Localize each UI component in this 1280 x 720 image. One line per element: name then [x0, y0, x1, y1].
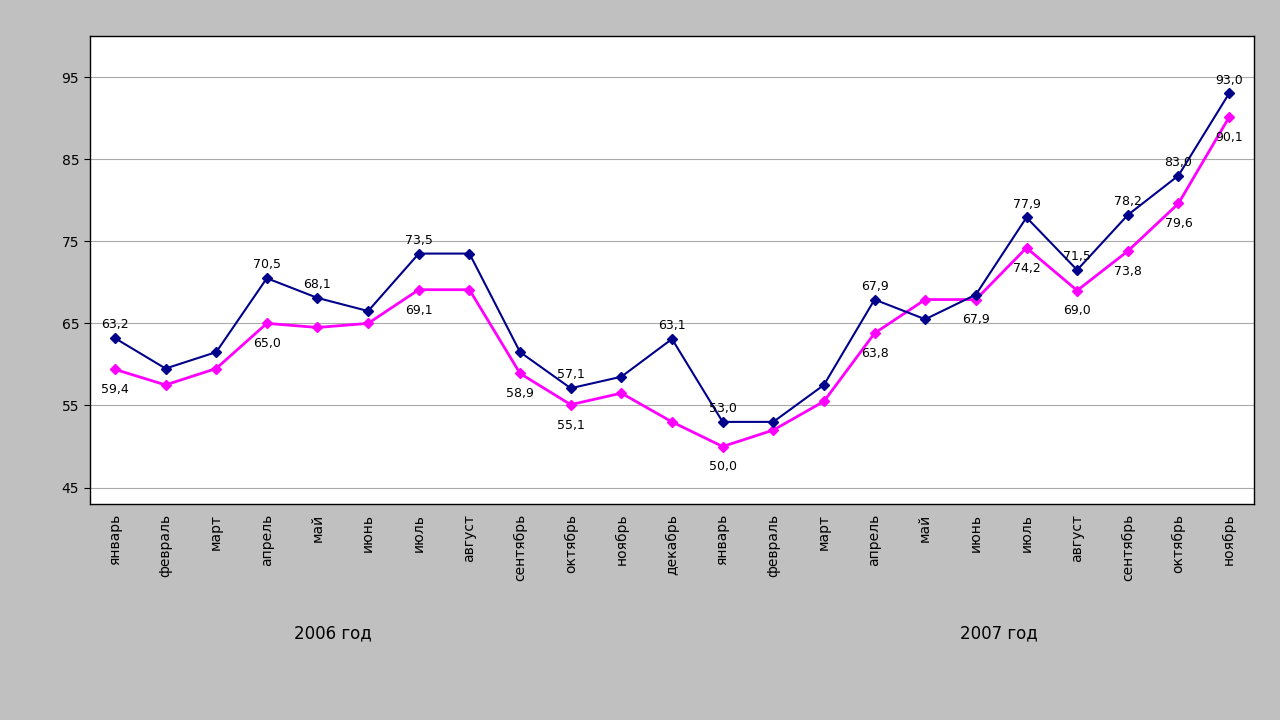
Urals [664, 418, 680, 426]
Urals [1070, 287, 1085, 295]
Urals [512, 369, 527, 378]
Text: 59,4: 59,4 [101, 383, 129, 396]
Text: 73,8: 73,8 [1114, 265, 1142, 278]
Urals [361, 319, 376, 328]
Text: 55,1: 55,1 [557, 418, 585, 431]
Urals [1171, 199, 1187, 208]
Urals [613, 389, 628, 397]
Brent [563, 384, 579, 392]
Brent [310, 294, 325, 302]
Brent [867, 295, 882, 304]
Urals [108, 365, 123, 374]
Urals [1120, 247, 1135, 256]
Urals [157, 381, 173, 390]
Brent [817, 381, 832, 390]
Text: 69,1: 69,1 [404, 304, 433, 317]
Brent [1120, 211, 1135, 220]
Urals [259, 319, 274, 328]
Brent [613, 372, 628, 381]
Urals [209, 364, 224, 373]
Brent [411, 249, 426, 258]
Text: 77,9: 77,9 [1012, 197, 1041, 210]
Text: 2007 год: 2007 год [960, 624, 1037, 642]
Urals [563, 400, 579, 409]
Brent [765, 418, 781, 426]
Text: 53,0: 53,0 [709, 402, 736, 415]
Brent [716, 418, 731, 426]
Urals [411, 285, 426, 294]
Brent [259, 274, 274, 282]
Text: 78,2: 78,2 [1114, 195, 1142, 208]
Text: 63,1: 63,1 [658, 319, 686, 332]
Text: 2006 год: 2006 год [294, 624, 371, 642]
Brent [157, 364, 173, 373]
Brent [462, 249, 477, 258]
Brent [1221, 89, 1236, 98]
Urals [968, 295, 983, 304]
Text: 50,0: 50,0 [709, 460, 737, 474]
Urals [918, 295, 933, 304]
Text: 73,5: 73,5 [404, 233, 433, 247]
Brent [968, 290, 983, 299]
Brent [361, 307, 376, 315]
Urals [310, 323, 325, 332]
Text: 90,1: 90,1 [1215, 131, 1243, 144]
Text: 58,9: 58,9 [506, 387, 534, 400]
Urals [462, 285, 477, 294]
Text: 79,6: 79,6 [1165, 217, 1192, 230]
Text: 69,0: 69,0 [1064, 305, 1091, 318]
Brent [209, 348, 224, 356]
Brent [1070, 266, 1085, 274]
Brent [1019, 213, 1034, 222]
Brent [664, 335, 680, 343]
Text: 65,0: 65,0 [253, 337, 280, 350]
Text: 63,2: 63,2 [101, 318, 129, 331]
Text: 93,0: 93,0 [1215, 73, 1243, 86]
Text: 70,5: 70,5 [253, 258, 280, 271]
Text: 83,0: 83,0 [1165, 156, 1193, 168]
Urals [765, 426, 781, 434]
Urals [1019, 243, 1034, 252]
Text: 71,5: 71,5 [1064, 250, 1091, 263]
Urals [716, 442, 731, 451]
Line: Urals: Urals [111, 114, 1233, 450]
Brent [108, 334, 123, 343]
Brent [512, 348, 527, 356]
Urals [817, 397, 832, 405]
Text: 57,1: 57,1 [557, 369, 585, 382]
Text: 68,1: 68,1 [303, 278, 332, 291]
Brent [918, 315, 933, 323]
Brent [1171, 171, 1187, 180]
Line: Brent: Brent [111, 90, 1233, 426]
Text: 67,9: 67,9 [860, 279, 888, 292]
Urals [1221, 113, 1236, 122]
Text: 63,8: 63,8 [860, 347, 888, 360]
Urals [867, 329, 882, 338]
Text: 67,9: 67,9 [963, 313, 989, 326]
Text: 74,2: 74,2 [1012, 262, 1041, 275]
